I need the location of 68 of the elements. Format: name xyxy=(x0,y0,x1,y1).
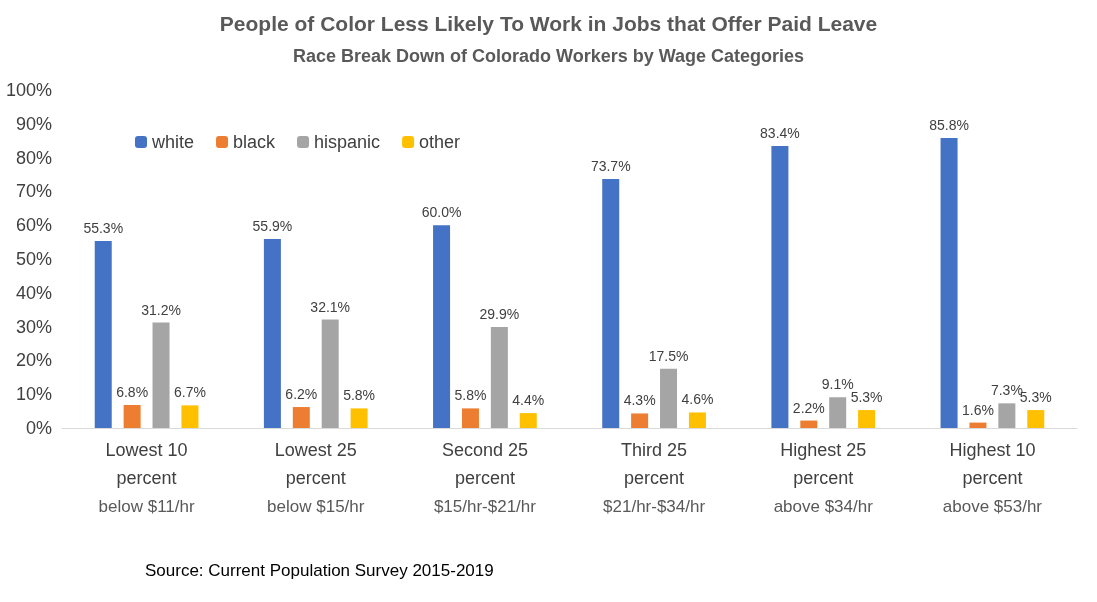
source-note: Source: Current Population Survey 2015-2019 xyxy=(145,561,494,580)
bar xyxy=(631,413,649,428)
bar xyxy=(660,368,678,428)
bar xyxy=(688,412,706,428)
data-label: 60.0% xyxy=(421,204,462,221)
data-label: 4.6% xyxy=(681,391,714,408)
bar xyxy=(998,403,1016,428)
data-label: 83.4% xyxy=(760,125,800,142)
y-tick-label: 100% xyxy=(5,80,52,100)
bar xyxy=(490,326,508,428)
bar xyxy=(123,405,141,428)
y-tick-label: 20% xyxy=(15,350,52,371)
bar xyxy=(940,138,958,428)
data-label: 29.9% xyxy=(479,305,520,322)
data-label: 85.8% xyxy=(929,117,969,133)
data-label: 4.4% xyxy=(512,392,545,409)
x-tick-label: Second 25 percent $15/hr-$21/hr xyxy=(433,440,537,516)
bar xyxy=(152,322,170,428)
data-label: 5.8% xyxy=(343,387,376,404)
y-tick-label: 40% xyxy=(15,282,52,303)
x-tick-label: Lowest 10 percent below $11/hr xyxy=(98,440,195,516)
data-label: 1.6% xyxy=(962,401,994,418)
bar xyxy=(292,407,310,428)
legend-label: black xyxy=(233,132,277,152)
data-label: 6.7% xyxy=(173,384,206,401)
bar xyxy=(829,397,847,428)
data-label: 6.2% xyxy=(285,386,318,403)
bar xyxy=(433,225,451,428)
chart-title: People of Color Less Likely To Work in Jobs that Offer Paid Leave xyxy=(219,12,878,35)
legend-label: white xyxy=(151,132,195,152)
bar xyxy=(519,413,537,428)
bar xyxy=(858,410,876,428)
data-label: 31.2% xyxy=(141,301,181,318)
y-tick-label: 70% xyxy=(15,181,52,202)
data-label: 55.9% xyxy=(252,218,293,235)
bar xyxy=(321,319,339,428)
bar xyxy=(94,241,112,428)
data-label: 73.7% xyxy=(590,157,631,174)
y-tick-label: 60% xyxy=(15,215,52,236)
bar xyxy=(602,178,620,428)
bar xyxy=(461,408,479,428)
legend-label: other xyxy=(419,132,461,152)
bar xyxy=(800,420,818,428)
data-label: 6.8% xyxy=(116,384,149,401)
x-tick-label: Lowest 25 percent below $15/hr xyxy=(267,440,365,516)
y-tick-label: 50% xyxy=(15,249,52,269)
legend-label: hispanic xyxy=(314,132,381,152)
bar xyxy=(1027,410,1045,428)
x-tick-label: Third 25 percent $21/hr-$34/hr xyxy=(603,440,706,516)
y-tick-label: 90% xyxy=(15,113,52,134)
data-label: 5.8% xyxy=(454,387,487,404)
bar xyxy=(771,146,789,428)
data-label: 32.1% xyxy=(310,298,351,315)
data-label: 17.5% xyxy=(648,347,689,364)
y-tick-label: 0% xyxy=(25,418,52,438)
bar xyxy=(350,408,368,428)
y-tick-label: 10% xyxy=(15,384,52,405)
y-tick-label: 80% xyxy=(15,147,52,168)
x-tick-label: Highest 25 percent above $34/hr xyxy=(773,440,874,516)
bar xyxy=(969,422,987,428)
bar xyxy=(263,239,281,428)
bar xyxy=(181,405,199,428)
data-label: 55.3% xyxy=(83,220,124,237)
y-tick-label: 30% xyxy=(15,316,52,337)
x-tick-label: Highest 10 percent above $53/hr xyxy=(942,440,1043,516)
chart-subtitle: Race Break Down of Colorado Workers by Wage Categories xyxy=(292,46,805,66)
data-label: 4.3% xyxy=(623,392,656,409)
data-label: 2.2% xyxy=(792,399,825,416)
